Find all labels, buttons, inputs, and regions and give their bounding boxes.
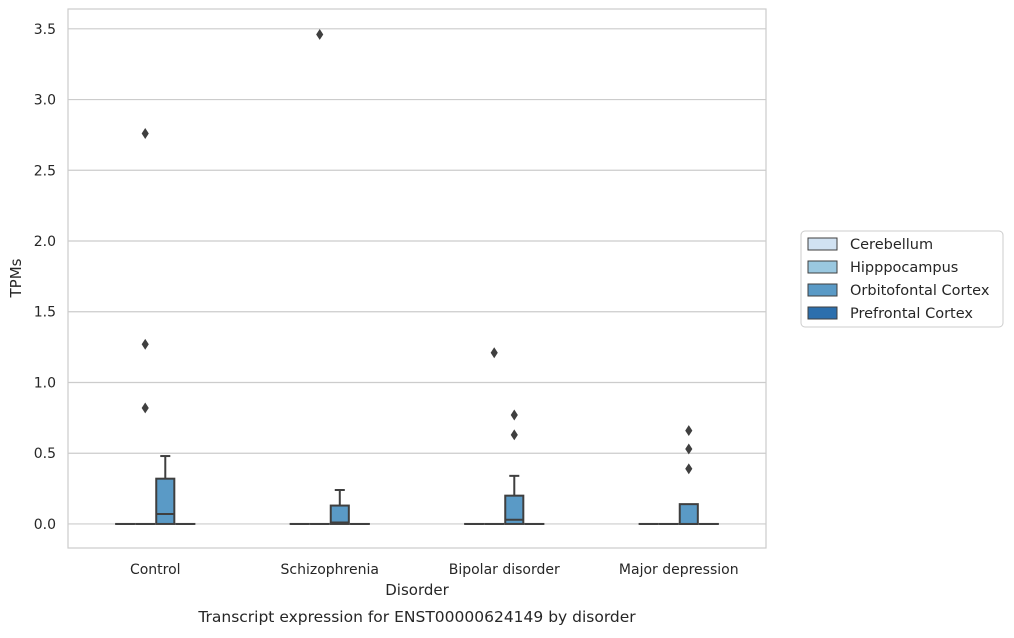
outlier-marker [685,463,692,474]
box-3-2 [680,425,698,524]
legend-label: Cerebellum [850,237,933,253]
outlier-marker [142,339,149,350]
grid-layer [68,29,766,524]
y-tick-label: 0.0 [34,517,56,533]
x-tick-label: Bipolar disorder [449,562,560,578]
y-tick-label: 0.5 [34,446,56,462]
y-tick-label: 2.0 [34,234,56,250]
y-axis-label: TPMs [7,258,25,298]
box-2-1 [485,347,503,524]
box-body [680,504,698,524]
y-tick-label: 1.0 [34,375,56,391]
legend-swatch [808,307,837,319]
legend-swatch [808,261,837,273]
box-1-1 [311,29,329,524]
legend-swatch [808,284,837,296]
outlier-marker [491,347,498,358]
x-tick-label: Control [130,562,181,578]
box-body [156,479,174,524]
legend-label: Hipppocampus [850,260,958,276]
x-axis-label: Disorder [385,581,449,599]
y-tick-label: 1.5 [34,305,56,321]
tick-layer: 0.0 0.5 1.0 1.5 2.0 2.5 3.0 3.5 Control Schizophr… [34,22,739,578]
outlier-marker [142,128,149,139]
outlier-marker [685,425,692,436]
box-0-2 [156,456,174,524]
y-tick-label: 2.5 [34,163,56,179]
y-tick-label: 3.5 [34,22,56,38]
legend-label: Prefrontal Cortex [850,306,973,322]
outlier-marker [511,429,518,440]
x-tick-label: Major depression [619,562,739,578]
plot-frame [68,9,766,548]
box-body [331,506,349,524]
outlier-marker [511,410,518,421]
box-layer [116,29,718,524]
legend-swatch [808,238,837,250]
x-tick-label: Schizophrenia [281,562,379,578]
box-1-2 [331,490,349,524]
box-2-2 [505,410,523,524]
outlier-marker [142,402,149,413]
outlier-marker [316,29,323,40]
chart-caption: Transcript expression for ENST0000062414… [197,608,636,626]
legend: Cerebellum Hipppocampus Orbitofontal Corte… [801,231,1003,327]
y-tick-label: 3.0 [34,93,56,109]
legend-label: Orbitofontal Cortex [850,283,990,299]
box-0-1 [136,128,154,524]
